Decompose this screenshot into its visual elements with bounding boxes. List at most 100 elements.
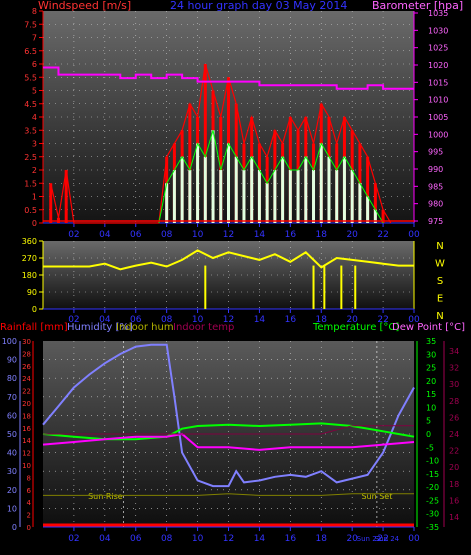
x-tick-label: 12 (223, 230, 234, 240)
temp-tick-label: 20 (426, 377, 436, 386)
humidity-tick-label: 70 (7, 393, 17, 402)
direction-panel (43, 241, 414, 309)
left-tick-label: 1 (32, 193, 37, 202)
temp-tick-label: -10 (426, 457, 439, 466)
rain-tick-label: 8 (27, 474, 31, 482)
left-tick-label: 6 (32, 60, 37, 69)
temp-tick-label: -25 (426, 496, 439, 505)
indoor-temp-label: Indoor temp (173, 322, 234, 333)
gust-line (50, 63, 392, 224)
x-tick-label: 00 (408, 534, 420, 544)
x-tick-label: 14 (254, 315, 266, 325)
sun-set-label: Sun Set (361, 492, 392, 501)
x-tick-label: 20 (346, 534, 358, 544)
x-tick-label: 00 (408, 315, 420, 325)
temp-tick-label: -15 (426, 470, 439, 479)
x-tick-label: 08 (161, 315, 173, 325)
x-tick-label: 18 (316, 230, 328, 240)
humidity-tick-label: 80 (7, 374, 17, 383)
right-tick-label: 1020 (428, 61, 448, 70)
indoor-tick-label: 30 (449, 380, 459, 389)
dir-tick-label: 360 (22, 237, 37, 246)
x-tick-label: 04 (99, 230, 111, 240)
right-tick-label: 1000 (428, 130, 448, 139)
left-tick-label: 7.5 (24, 20, 37, 29)
humidity-label: Humidity [%] (67, 322, 133, 333)
right-tick-label: 985 (428, 182, 443, 191)
sun-label-2: Sun 24 (375, 535, 400, 543)
left-tick-label: 2.5 (24, 153, 37, 162)
rain-tick-label: 6 (27, 487, 32, 495)
humidity-tick-label: 60 (7, 411, 17, 420)
rain-tick-label: 14 (22, 437, 31, 445)
sun-rise-label: Sun Rise (88, 492, 123, 501)
x-tick-label: 12 (223, 315, 234, 325)
indoor_temp-line (43, 425, 414, 435)
x-tick-label: 22 (377, 534, 388, 544)
barometer-label: Barometer [hpa] (372, 0, 463, 12)
temp-tick-label: 5 (426, 417, 431, 426)
rain-tick-label: 0 (27, 524, 31, 532)
temp-tick-label: -35 (426, 523, 439, 532)
left-tick-label: 2 (32, 166, 37, 175)
temp-tick-label: -20 (426, 483, 439, 492)
left-tick-label: 3.5 (24, 126, 37, 135)
indoor-tick-label: 24 (449, 430, 459, 439)
indoor-tick-label: 26 (449, 413, 459, 422)
compass-label: E (437, 294, 443, 305)
temp-tick-label: 15 (426, 390, 436, 399)
temp-tick-label: 0 (426, 430, 431, 439)
x-tick-label: 20 (346, 230, 358, 240)
sun-label-1: Sun 22 (357, 535, 381, 543)
x-tick-label: 14 (254, 534, 266, 544)
right-tick-label: 1005 (428, 113, 448, 122)
rain-tick-label: 10 (22, 462, 31, 470)
humidity-tick-label: 20 (7, 486, 17, 495)
left-tick-label: 0 (32, 219, 37, 228)
left-tick-label: 5 (32, 87, 37, 96)
rain-tick-label: 28 (22, 350, 31, 358)
left-tick-label: 4.5 (24, 100, 37, 109)
rain-tick-label: 16 (22, 425, 31, 433)
barometer-line (43, 66, 414, 90)
left-tick-label: 5.5 (24, 73, 37, 82)
x-tick-label: 06 (130, 230, 142, 240)
compass-label: S (437, 276, 443, 287)
x-tick-label: 10 (192, 534, 204, 544)
indoor-tick-label: 16 (449, 496, 459, 505)
x-tick-label: 08 (161, 230, 173, 240)
x-tick-label: 02 (68, 230, 79, 240)
x-tick-label: 12 (223, 534, 234, 544)
indoor-tick-label: 34 (449, 347, 459, 356)
right-tick-label: 1030 (428, 26, 448, 35)
dir-tick-label: 270 (22, 254, 37, 263)
humidity-tick-label: 90 (7, 356, 17, 365)
x-tick-label: 16 (285, 534, 297, 544)
dir-tick-label: 0 (32, 305, 37, 314)
x-tick-label: 02 (68, 534, 79, 544)
left-tick-label: 1.5 (24, 179, 37, 188)
humidity-tick-label: 30 (7, 467, 17, 476)
x-tick-label: 18 (316, 534, 328, 544)
right-tick-label: 1035 (428, 9, 448, 18)
x-tick-label: 18 (316, 315, 328, 325)
direction-line (43, 249, 414, 271)
x-tick-label: 20 (346, 315, 358, 325)
x-tick-label: 22 (377, 315, 388, 325)
x-tick-label: 02 (68, 315, 79, 325)
rain-tick-label: 2 (27, 512, 31, 520)
x-tick-label: 10 (192, 315, 204, 325)
humidity-tick-label: 50 (7, 430, 17, 439)
rain-tick-label: 20 (22, 400, 31, 408)
humidity-tick-label: 0 (12, 523, 17, 532)
indoor-tick-label: 32 (449, 364, 459, 373)
right-tick-label: 990 (428, 165, 443, 174)
indoor-tick-label: 14 (449, 513, 459, 522)
right-tick-label: 995 (428, 148, 443, 157)
x-tick-label: 16 (285, 230, 297, 240)
rain-tick-label: 4 (27, 499, 32, 507)
dew_point-line (42, 432, 415, 451)
x-tick-label: 16 (285, 315, 297, 325)
wind-avg-line (158, 130, 384, 224)
